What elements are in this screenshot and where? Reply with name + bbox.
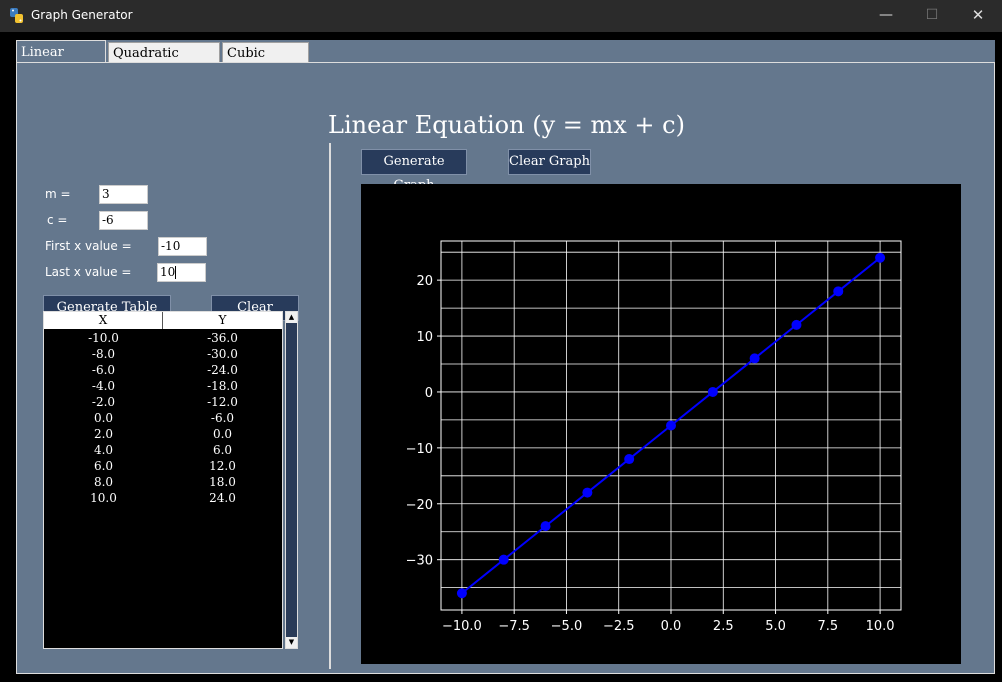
cell-x: -6.0 (91, 363, 116, 377)
x-tick-label: 2.5 (713, 619, 734, 634)
close-button[interactable]: ✕ (955, 0, 1001, 32)
table-row[interactable]: -4.0 -18.0 (44, 378, 282, 394)
table-row[interactable]: 2.0 0.0 (44, 426, 282, 442)
tab-strip: Linear Graph Quadratic Graph Cubic Graph (16, 40, 995, 84)
minimize-button[interactable]: — (863, 0, 909, 32)
data-point (707, 386, 718, 397)
graph-canvas: −10.0 −7.5 −5.0 −2.5 0.0 2.5 5.0 7.5 10.0 −30 −20 −… (361, 184, 961, 664)
tab-quadratic-graph[interactable]: Quadratic Graph (108, 42, 220, 83)
table-row[interactable]: -10.0 -36.0 (44, 330, 282, 346)
x-tick-label: −7.5 (498, 619, 530, 634)
y-tick-label: 10 (416, 330, 433, 345)
data-point (498, 554, 509, 565)
last-x-value: 10 (160, 265, 176, 279)
cell-y: -24.0 (207, 363, 238, 377)
data-point (833, 286, 844, 297)
table-header: X Y (44, 312, 282, 329)
minimize-icon: — (879, 7, 893, 23)
page-title: Linear Equation (y = mx + c) (328, 111, 685, 139)
table-row[interactable]: -8.0 -30.0 (44, 346, 282, 362)
x-tick-label: −5.0 (551, 619, 583, 634)
data-point (582, 487, 593, 498)
cell-y: -30.0 (207, 347, 238, 361)
window-title: Graph Generator (31, 8, 133, 22)
app-window: Linear Graph Quadratic Graph Cubic Graph… (8, 32, 995, 674)
cell-x: 4.0 (93, 443, 114, 457)
data-point (791, 319, 802, 330)
last-x-input[interactable]: 10 (157, 263, 206, 282)
maximize-button[interactable]: ☐ (909, 0, 955, 32)
x-tick-label: −2.5 (603, 619, 635, 634)
x-tick-label: −10.0 (442, 619, 482, 634)
table-row[interactable]: 8.0 18.0 (44, 474, 282, 490)
data-point (666, 420, 676, 431)
linear-graph-panel: Linear Equation (y = mx + c) m = 3 c = -… (16, 62, 995, 674)
table-scrollbar[interactable]: ▲ ▼ (285, 311, 298, 649)
cell-x: -8.0 (91, 347, 116, 361)
table-row[interactable]: 4.0 6.0 (44, 442, 282, 458)
table-row[interactable]: 10.0 24.0 (44, 490, 282, 506)
y-tick-label: −10 (406, 442, 433, 457)
python-icon (10, 8, 23, 23)
m-input[interactable]: 3 (99, 185, 148, 204)
cell-x: 2.0 (93, 427, 114, 441)
title-bar: Graph Generator — ☐ ✕ (0, 0, 1002, 32)
cell-x: 8.0 (93, 475, 114, 489)
scroll-up-icon[interactable]: ▲ (286, 312, 297, 323)
cell-y: -12.0 (207, 395, 238, 409)
m-label: m = (45, 187, 71, 201)
cell-x: -2.0 (91, 395, 116, 409)
table-row[interactable]: -6.0 -24.0 (44, 362, 282, 378)
x-tick-label: 7.5 (817, 619, 838, 634)
data-point (624, 454, 635, 465)
cell-x: -4.0 (91, 379, 116, 393)
x-tick-label: 0.0 (661, 619, 682, 634)
cell-y: 18.0 (209, 475, 236, 489)
cell-x: 0.0 (93, 411, 114, 425)
maximize-icon: ☐ (925, 7, 939, 23)
x-tick-label: 10.0 (866, 619, 895, 634)
cell-y: -36.0 (207, 331, 238, 345)
cell-y: 6.0 (212, 443, 233, 457)
xy-table: X Y -10.0 -36.0 -8.0 -30.0 -6.0 -24.0 -4.0-… (43, 311, 283, 649)
cell-y: -6.0 (210, 411, 235, 425)
cell-y: 0.0 (212, 427, 233, 441)
data-point (749, 353, 760, 364)
table-row[interactable]: 6.0 12.0 (44, 458, 282, 474)
vertical-divider (329, 143, 331, 669)
last-x-label: Last x value = (45, 265, 132, 279)
linear-graph-chart: −10.0 −7.5 −5.0 −2.5 0.0 2.5 5.0 7.5 10.0 −30 −20 −… (406, 240, 902, 634)
table-body: -10.0 -36.0 -8.0 -30.0 -6.0 -24.0 -4.0 -18.0… (44, 330, 282, 506)
data-point (540, 521, 551, 532)
cell-x: 10.0 (90, 491, 117, 505)
data-point (875, 252, 886, 263)
x-tick-label: 5.0 (765, 619, 786, 634)
generate-graph-button[interactable]: Generate Graph (361, 149, 467, 193)
tab-linear-graph[interactable]: Linear Graph (16, 40, 106, 84)
c-input[interactable]: -6 (99, 211, 148, 230)
cell-y: 24.0 (209, 491, 236, 505)
c-label: c = (47, 213, 68, 227)
table-row[interactable]: 0.0 -6.0 (44, 410, 282, 426)
tab-cubic-graph[interactable]: Cubic Graph (222, 42, 309, 83)
cell-y: 12.0 (209, 459, 236, 473)
cell-y: -18.0 (207, 379, 238, 393)
y-tick-label: −20 (406, 498, 433, 513)
cell-x: 6.0 (93, 459, 114, 473)
first-x-input[interactable]: -10 (158, 237, 207, 256)
table-row[interactable]: -2.0 -12.0 (44, 394, 282, 410)
y-tick-label: 20 (416, 274, 433, 289)
close-icon: ✕ (971, 6, 985, 24)
scroll-down-icon[interactable]: ▼ (286, 637, 297, 648)
data-point (456, 588, 467, 599)
first-x-label: First x value = (45, 239, 132, 253)
text-cursor (175, 266, 177, 279)
clear-graph-button[interactable]: Clear Graph (508, 149, 591, 175)
y-tick-label: −30 (406, 554, 433, 569)
column-header-y[interactable]: Y (218, 313, 227, 327)
y-tick-label: 0 (425, 386, 433, 401)
cell-x: -10.0 (88, 331, 119, 345)
column-header-x[interactable]: X (44, 312, 163, 329)
